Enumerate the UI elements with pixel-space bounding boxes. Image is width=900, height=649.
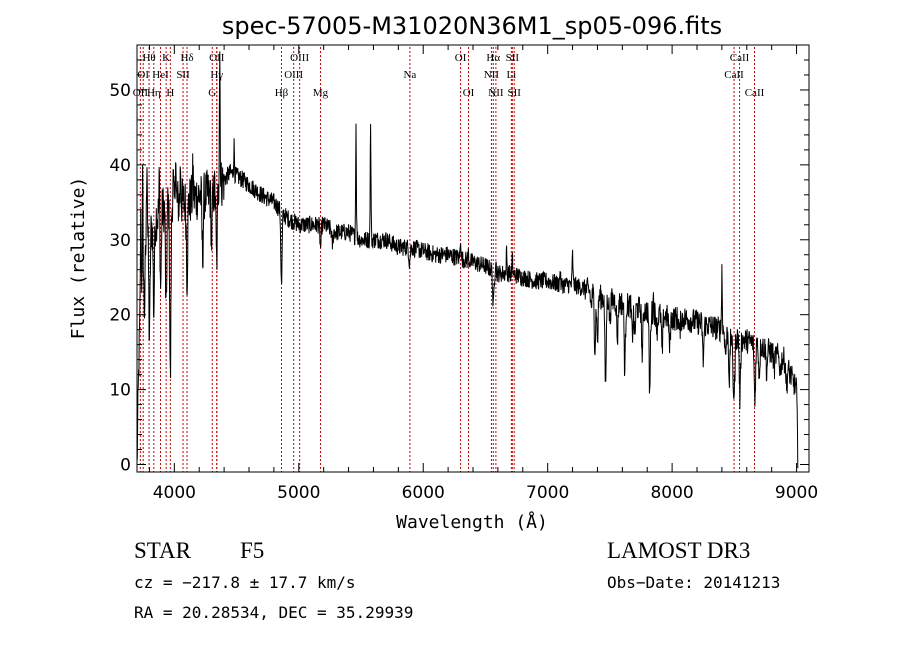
line-label: K [162, 52, 170, 64]
x-tick-label: 9000 [775, 483, 818, 503]
line-label: OI [455, 52, 467, 64]
line-label: OII [209, 52, 225, 64]
line-label: Hδ [180, 52, 193, 64]
y-tick-label: 10 [109, 381, 131, 401]
x-axis-ticks: 4000 5000 6000 7000 8000 9000 [148, 45, 818, 503]
line-label: NII [488, 87, 504, 99]
x-axis-label: Wavelength (Å) [396, 511, 548, 533]
y-axis-ticks: 0 10 20 30 40 50 [109, 59, 809, 476]
chart-title: spec-57005-M31020N36M1_sp05-096.fits [222, 12, 722, 40]
y-tick-label: 20 [109, 306, 131, 326]
line-label: Na [403, 69, 416, 81]
x-tick-label: 4000 [153, 483, 196, 503]
object-class: STAR [134, 538, 191, 563]
line-label: H [166, 87, 174, 99]
redshift-velocity: cz = −217.8 ± 17.7 km/s [134, 573, 356, 592]
line-label: OI [463, 87, 475, 99]
line-label: Hθ [142, 52, 155, 64]
x-tick-label: 8000 [650, 483, 693, 503]
line-label: OI [137, 69, 149, 81]
line-label: CaII [730, 52, 750, 64]
y-tick-label: 30 [109, 231, 131, 251]
ra-dec-coordinates: RA = 20.28534, DEC = 35.29939 [134, 603, 414, 622]
flux-line [136, 51, 799, 469]
line-label: CaII [745, 87, 765, 99]
line-label: SII [506, 52, 520, 64]
y-axis-label: Flux (relative) [68, 177, 89, 340]
survey-name: LAMOST DR3 [607, 538, 751, 563]
line-label: NII [484, 69, 500, 81]
y-tick-label: 40 [109, 156, 131, 176]
y-tick-label: 50 [109, 81, 131, 101]
spectral-subclass: F5 [240, 538, 265, 563]
line-label: Hη [147, 87, 161, 99]
line-label: HeI [152, 69, 169, 81]
observation-date: Obs−Date: 20141213 [607, 573, 781, 592]
x-tick-label: 7000 [526, 483, 569, 503]
line-label: G [208, 87, 216, 99]
line-label: CaII [724, 69, 744, 81]
x-tick-label: 6000 [402, 483, 445, 503]
line-label: SII [507, 87, 521, 99]
line-label: SII [176, 69, 190, 81]
line-label: Hγ [210, 69, 223, 81]
x-tick-label: 5000 [277, 483, 320, 503]
line-label: OIII [284, 69, 303, 81]
line-label: Li [506, 69, 516, 81]
line-label: OIII [290, 52, 309, 64]
line-label: Mg [313, 87, 329, 99]
y-tick-label: 0 [120, 456, 131, 476]
line-label: Hβ [275, 87, 289, 99]
line-label: Hα [486, 52, 500, 64]
